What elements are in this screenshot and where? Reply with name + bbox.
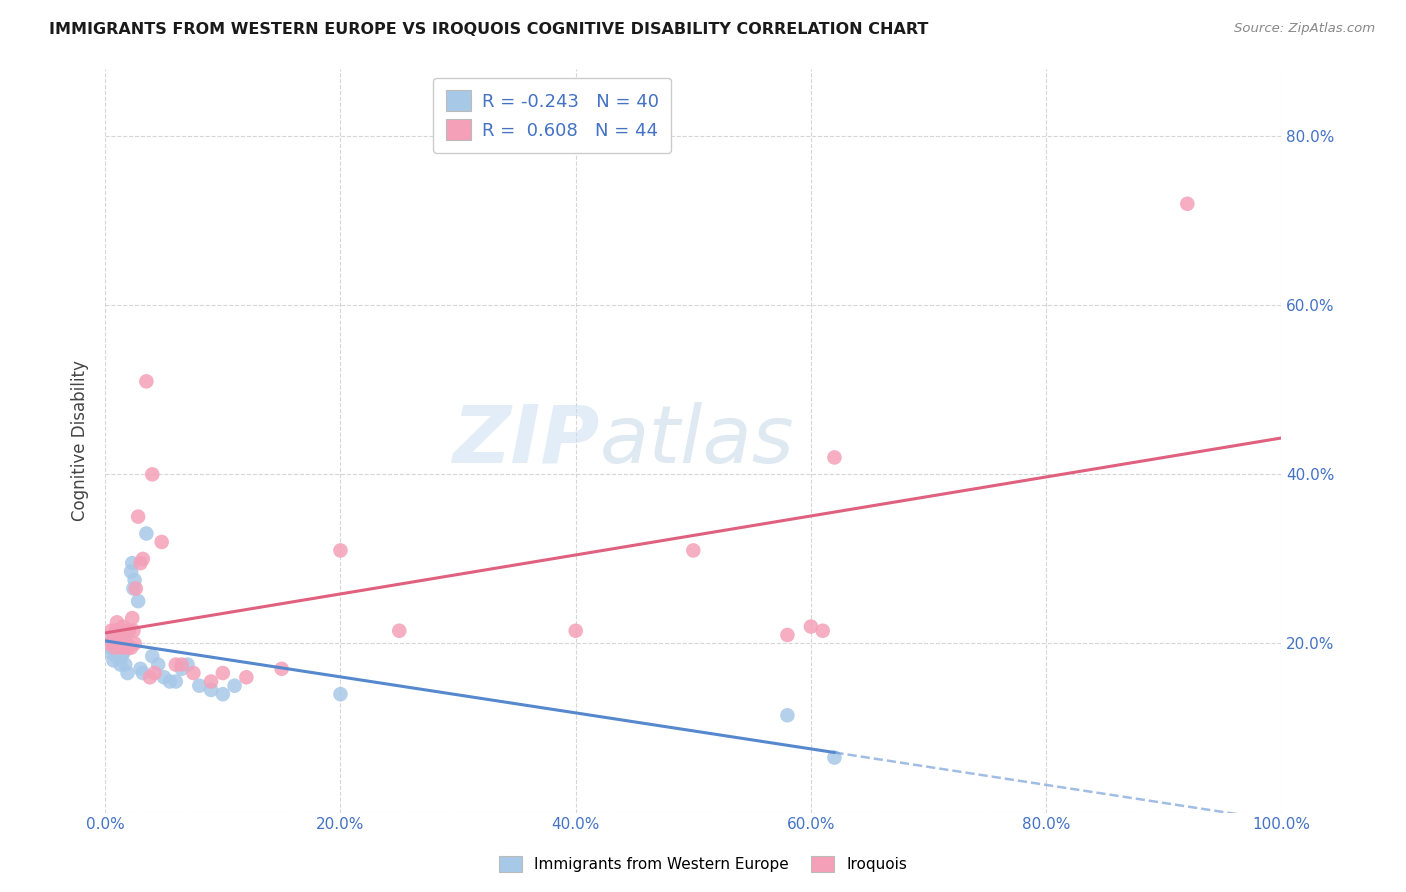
Point <box>110 657 132 672</box>
Point <box>118 624 141 638</box>
Point <box>98 645 121 659</box>
Point <box>170 662 193 676</box>
Point <box>124 636 146 650</box>
Point <box>97 636 120 650</box>
Text: atlas: atlas <box>599 401 794 480</box>
Point <box>129 556 152 570</box>
Point <box>150 535 173 549</box>
Point <box>120 640 142 655</box>
Point <box>776 708 799 723</box>
Point <box>104 640 127 655</box>
Point <box>111 649 134 664</box>
Point <box>776 628 799 642</box>
Point <box>117 640 139 655</box>
Point <box>112 645 135 659</box>
Point <box>107 636 129 650</box>
Point <box>100 624 122 638</box>
Text: ZIP: ZIP <box>451 401 599 480</box>
Point <box>108 636 131 650</box>
Point <box>388 624 411 638</box>
Point <box>108 624 131 638</box>
Point <box>811 624 834 638</box>
Point <box>188 679 211 693</box>
Text: Source: ZipAtlas.com: Source: ZipAtlas.com <box>1234 22 1375 36</box>
Point <box>800 619 823 633</box>
Point <box>682 543 704 558</box>
Point <box>122 624 145 638</box>
Point <box>143 666 166 681</box>
Point <box>104 624 127 638</box>
Point <box>118 624 141 638</box>
Point <box>1175 196 1198 211</box>
Point <box>124 573 146 587</box>
Point <box>564 624 586 638</box>
Point <box>141 467 163 482</box>
Point <box>120 565 142 579</box>
Point <box>127 509 149 524</box>
Point <box>329 543 352 558</box>
Point <box>112 624 135 638</box>
Point <box>104 649 127 664</box>
Point <box>176 657 198 672</box>
Point <box>823 450 845 465</box>
Point <box>235 670 257 684</box>
Point <box>105 615 128 630</box>
Point <box>183 666 205 681</box>
Point <box>111 640 134 655</box>
Legend: Immigrants from Western Europe, Iroquois: Immigrants from Western Europe, Iroquois <box>491 848 915 880</box>
Point <box>121 556 143 570</box>
Point <box>104 640 127 655</box>
Point <box>129 662 152 676</box>
Point <box>224 679 246 693</box>
Point <box>170 657 193 672</box>
Point <box>103 653 125 667</box>
Point <box>139 670 162 684</box>
Point <box>200 674 222 689</box>
Point <box>135 526 157 541</box>
Point <box>127 594 149 608</box>
Point <box>107 640 129 655</box>
Point <box>823 750 845 764</box>
Point <box>97 636 120 650</box>
Point <box>115 636 138 650</box>
Point <box>117 666 139 681</box>
Point <box>111 640 134 655</box>
Point <box>132 552 155 566</box>
Point <box>122 582 145 596</box>
Point <box>115 636 138 650</box>
Point <box>159 674 181 689</box>
Y-axis label: Cognitive Disability: Cognitive Disability <box>72 360 89 521</box>
Point <box>121 611 143 625</box>
Point <box>103 632 125 647</box>
Point <box>105 628 128 642</box>
Point <box>135 375 157 389</box>
Text: IMMIGRANTS FROM WESTERN EUROPE VS IROQUOIS COGNITIVE DISABILITY CORRELATION CHAR: IMMIGRANTS FROM WESTERN EUROPE VS IROQUO… <box>49 22 928 37</box>
Point <box>146 657 169 672</box>
Point <box>270 662 292 676</box>
Point <box>114 657 136 672</box>
Point <box>211 666 233 681</box>
Point <box>153 670 176 684</box>
Point <box>200 682 222 697</box>
Point <box>132 666 155 681</box>
Point <box>165 657 187 672</box>
Point <box>110 636 132 650</box>
Point <box>101 632 124 647</box>
Point <box>165 674 187 689</box>
Point <box>125 582 148 596</box>
Point <box>100 640 122 655</box>
Point <box>141 649 163 664</box>
Point <box>111 619 134 633</box>
Point <box>211 687 233 701</box>
Point <box>329 687 352 701</box>
Legend: R = -0.243   N = 40, R =  0.608   N = 44: R = -0.243 N = 40, R = 0.608 N = 44 <box>433 78 671 153</box>
